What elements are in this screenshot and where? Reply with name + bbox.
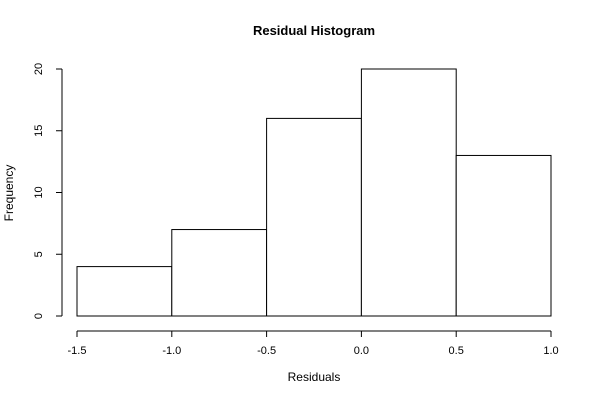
- x-tick-label-1: -1.0: [162, 345, 181, 357]
- y-tick-label-4: 20: [33, 63, 45, 75]
- histogram-bar-1: [171, 229, 268, 317]
- x-axis-label: Residuals: [288, 370, 341, 384]
- y-tick-label-1: 5: [33, 251, 45, 257]
- y-tick-label-2: 10: [33, 186, 45, 198]
- x-tick-label-2: -0.5: [257, 345, 276, 357]
- x-axis: -1.5 -1.0 -0.5 0.0 0.5 1.0: [68, 330, 559, 357]
- y-tick-label-3: 15: [33, 125, 45, 137]
- chart-title: Residual Histogram: [253, 23, 375, 38]
- bars-group: [76, 68, 552, 317]
- x-tick-label-5: 1.0: [543, 345, 558, 357]
- histogram-bar-0: [76, 266, 173, 317]
- y-tick-label-0: 0: [33, 313, 45, 319]
- y-axis-label: Frequency: [2, 165, 16, 222]
- x-tick-label-3: 0.0: [354, 345, 369, 357]
- histogram-bar-4: [455, 154, 552, 317]
- histogram-bar-3: [360, 68, 457, 317]
- x-tick-label-0: -1.5: [68, 345, 87, 357]
- y-axis: 0 5 10 15 20: [33, 63, 63, 319]
- histogram-bar-2: [266, 117, 362, 317]
- x-tick-label-4: 0.5: [449, 345, 464, 357]
